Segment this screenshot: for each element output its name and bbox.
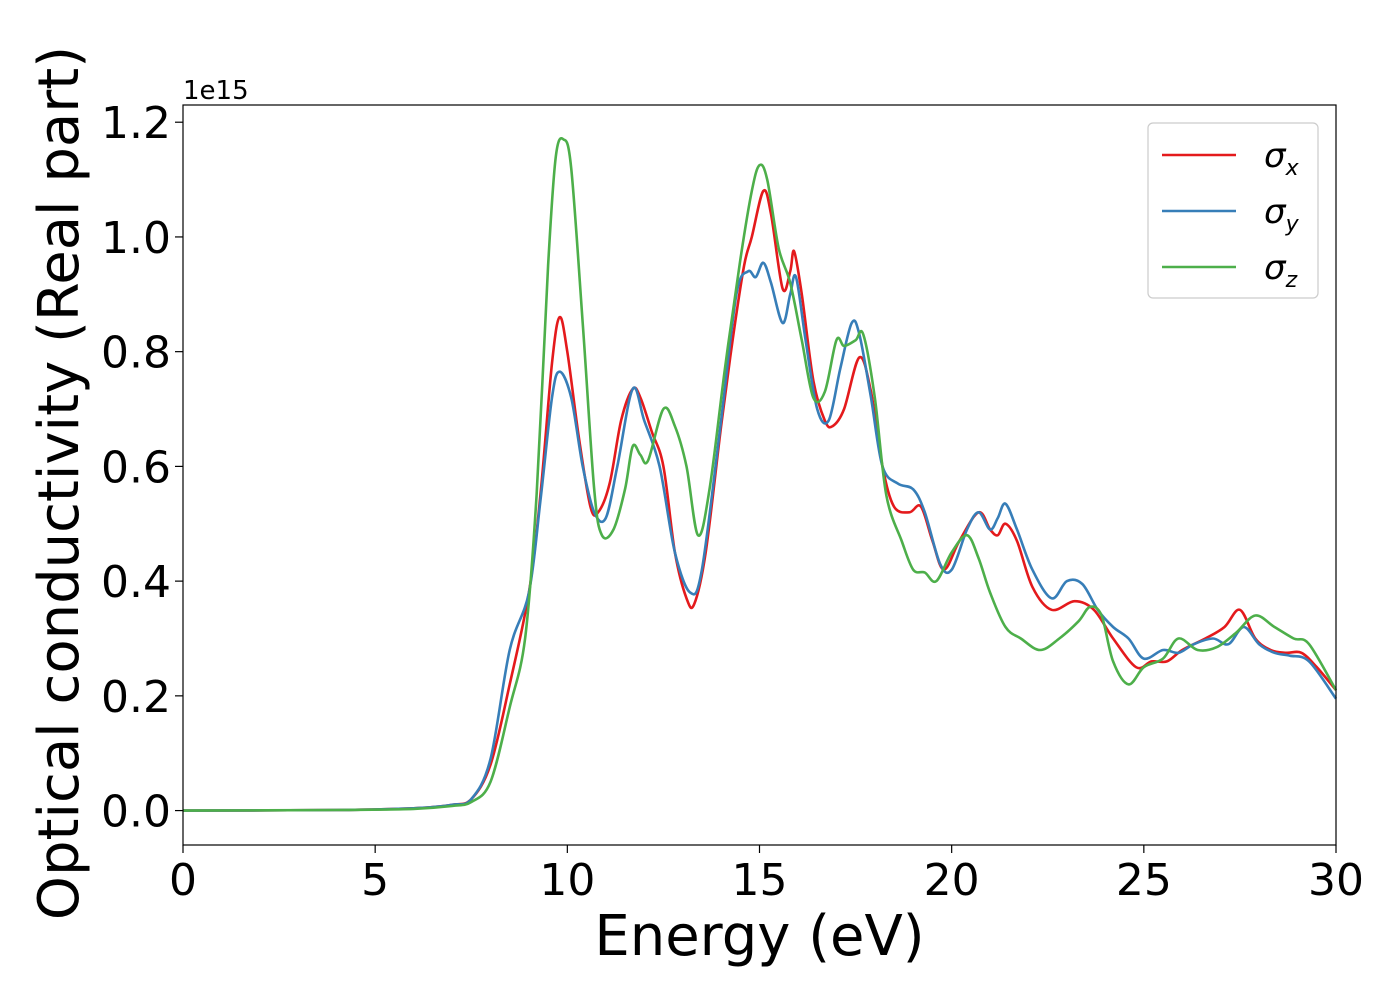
x-tick-label: 15 <box>732 855 788 906</box>
y-tick-label: 0.0 <box>101 787 171 838</box>
x-tick-label: 20 <box>924 855 980 906</box>
legend-label-y: σy <box>1264 192 1300 237</box>
legend-label-x: σx <box>1264 136 1300 181</box>
y-tick-label: 0.6 <box>101 442 171 493</box>
series-line-y <box>182 261 1338 812</box>
y-tick-label: 1.2 <box>101 98 171 149</box>
y-axis-ticks: 0.0 0.2 0.4 0.6 0.8 1.0 1.2 <box>101 98 183 838</box>
y-axis-label: Optical conductivity (Real part) <box>27 46 92 920</box>
x-tick-label: 5 <box>361 855 389 906</box>
x-tick-label: 25 <box>1116 855 1172 906</box>
x-tick-label: 0 <box>169 855 197 906</box>
series-line-x <box>182 188 1337 812</box>
x-tick-label: 10 <box>539 855 595 906</box>
x-axis-label: Energy (eV) <box>594 904 924 969</box>
y-tick-label: 0.8 <box>101 328 171 379</box>
y-tick-label: 1.0 <box>101 213 171 264</box>
legend-label-z: σz <box>1264 248 1298 293</box>
y-offset-label: 1e15 <box>183 76 249 106</box>
series-line-z <box>182 137 1338 812</box>
series-layer <box>182 137 1338 812</box>
legend: σx σy σz <box>1147 122 1319 299</box>
y-tick-label: 0.2 <box>101 672 171 723</box>
x-tick-label: 30 <box>1308 855 1364 906</box>
y-tick-label: 0.4 <box>101 557 171 608</box>
x-axis-ticks: 0 5 10 15 20 25 30 <box>169 845 1364 906</box>
